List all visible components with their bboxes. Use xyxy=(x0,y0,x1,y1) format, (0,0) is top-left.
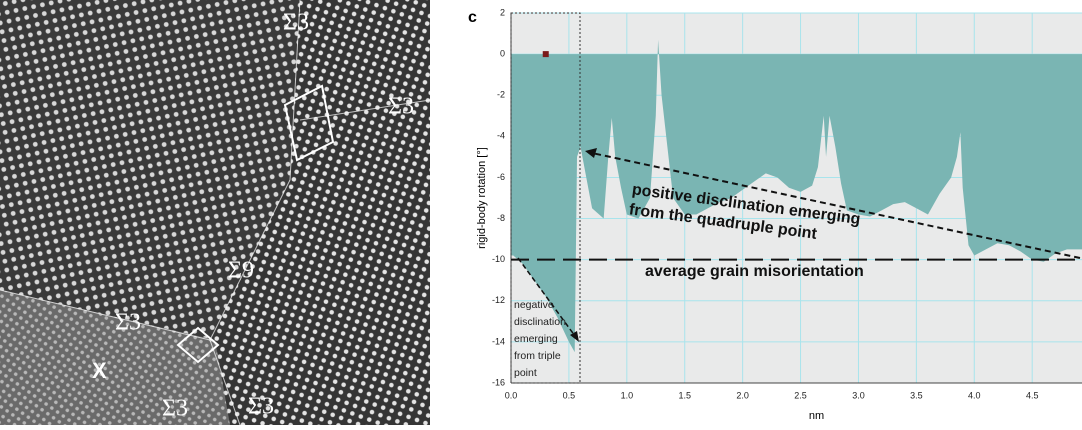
x-tick-label: 3.0 xyxy=(852,390,865,400)
x-axis-label: nm xyxy=(809,410,824,422)
x-tick-label: 4.5 xyxy=(1026,390,1039,400)
sigma-label: Σ3 xyxy=(162,396,188,422)
annotation: negative xyxy=(514,299,554,311)
x-tick-label: 2.5 xyxy=(794,390,807,400)
y-tick-label: -2 xyxy=(497,90,505,100)
annotation: disclination xyxy=(514,316,566,328)
y-tick-label: -12 xyxy=(492,295,505,305)
x-tick-label: 3.5 xyxy=(910,390,923,400)
reference-label: average grain misorientation xyxy=(645,263,864,280)
area xyxy=(511,39,1082,353)
point-label: X xyxy=(92,358,107,383)
y-tick-label: -10 xyxy=(492,254,505,264)
y-tick-label: 0 xyxy=(500,48,505,58)
y-tick-label: -14 xyxy=(492,336,505,346)
sigma-label: Σ9 xyxy=(228,258,254,284)
x-tick-label: 1.5 xyxy=(678,390,691,400)
x-tick-label: 2.0 xyxy=(736,390,749,400)
micrograph: Σ3 Σ3 Σ9 Σ3 Σ3 Σ3 X xyxy=(0,0,431,426)
x-tick-label: 4.0 xyxy=(968,390,981,400)
panel-label: c xyxy=(468,9,477,26)
marker xyxy=(542,51,549,58)
annotation-box xyxy=(510,12,581,384)
annotation: emerging xyxy=(514,333,558,345)
y-tick-label: -16 xyxy=(492,377,505,387)
annotation: from triple xyxy=(514,350,561,362)
arrowhead xyxy=(570,331,579,342)
y-tick-label: -4 xyxy=(497,131,505,141)
arrow xyxy=(517,257,576,337)
annotation: point xyxy=(514,367,537,379)
x-tick-label: 0.5 xyxy=(563,390,576,400)
sigma-label: Σ3 xyxy=(388,94,414,120)
sigma-label: Σ3 xyxy=(248,394,274,420)
sigma-label: Σ3 xyxy=(283,10,309,36)
x-tick-label: 0.0 xyxy=(505,390,518,400)
y-tick-label: -8 xyxy=(497,213,505,223)
y-tick-label: 2 xyxy=(500,7,505,17)
arrow xyxy=(591,152,1081,259)
x-tick-label: 1.0 xyxy=(621,390,634,400)
sigma-label: Σ3 xyxy=(115,310,141,336)
arrowhead xyxy=(585,148,597,158)
y-axis-label: rigid-body rotation [°] xyxy=(476,147,488,249)
chart: 0.0 0.5 1.0 1.5 2.0 2.5 3.0 3.5 4.0 4.5 2 0 -2 -4 -6 -8… xyxy=(468,7,1082,422)
y-tick-label: -6 xyxy=(497,172,505,182)
